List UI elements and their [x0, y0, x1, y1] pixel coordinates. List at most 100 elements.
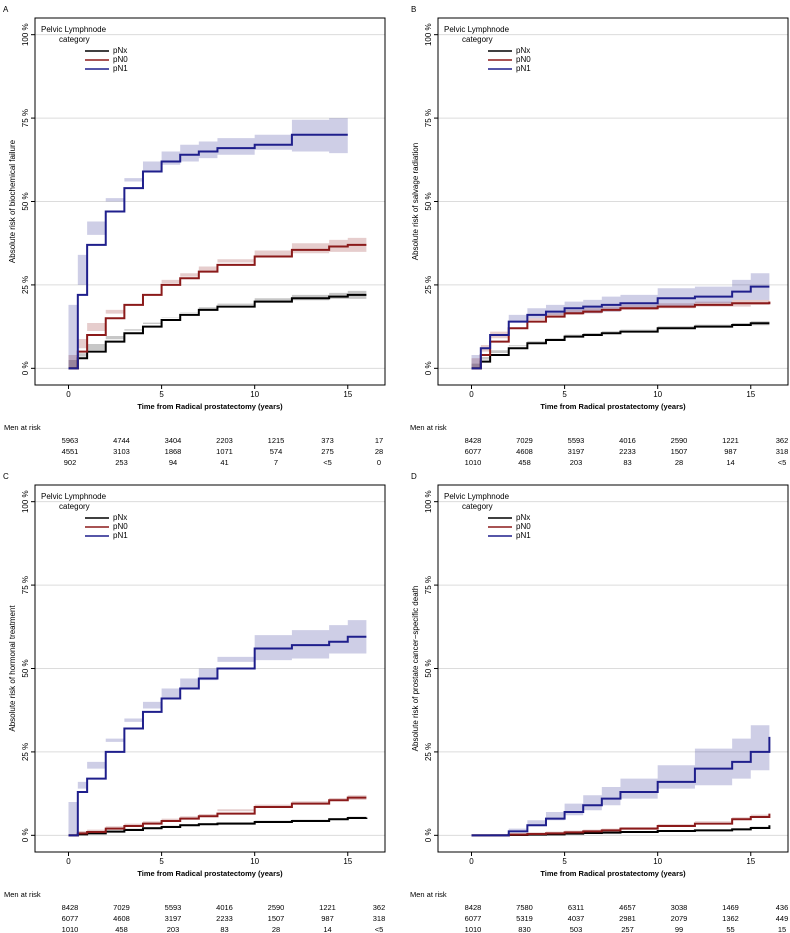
plot-frame — [437, 17, 789, 386]
risk-count: 1221 — [722, 436, 739, 445]
legend-title: category — [462, 502, 493, 511]
y-tick-label: 50 % — [21, 192, 30, 210]
line — [68, 243, 367, 370]
risk-count: 503 — [570, 925, 583, 933]
legend-label: pN0 — [516, 522, 531, 531]
risk-count: 7029 — [113, 903, 130, 912]
risk-count: 362 — [776, 436, 789, 445]
risk-count: 4608 — [516, 447, 533, 456]
line — [471, 736, 771, 837]
risk-count: 1215 — [268, 436, 285, 445]
legend-title: category — [59, 35, 90, 44]
risk-count: 4037 — [568, 914, 585, 923]
y-tick-label: 0 % — [424, 828, 433, 842]
risk-count: 987 — [321, 914, 334, 923]
risk-count: 458 — [518, 458, 531, 467]
risk-table-title: Men at risk — [410, 423, 447, 432]
risk-count: 6077 — [62, 914, 79, 923]
y-axis-label: Absolute risk of prostate cancer−specifi… — [411, 586, 420, 752]
x-tick-label: 5 — [159, 857, 164, 866]
risk-count: 5963 — [62, 436, 79, 445]
legend-label: pN1 — [113, 531, 128, 540]
risk-count: 318 — [373, 914, 386, 923]
risk-count: 4551 — [62, 447, 79, 456]
risk-count: 3197 — [165, 914, 182, 923]
risk-count: 28 — [272, 925, 280, 933]
risk-count: 458 — [115, 925, 128, 933]
legend-label: pN0 — [516, 55, 531, 64]
line — [68, 635, 367, 837]
risk-count: 8428 — [465, 903, 482, 912]
x-tick-label: 5 — [159, 390, 164, 399]
panel: C 0 % 25 % 50 % 75 % 100 % 0 5 10 15 Absolute risk… — [3, 472, 386, 933]
y-tick-label: 100 % — [21, 23, 30, 46]
x-tick-label: 0 — [469, 390, 474, 399]
legend-title: category — [59, 502, 90, 511]
risk-count: <5 — [778, 458, 787, 467]
risk-count: 94 — [169, 458, 177, 467]
risk-count: 1010 — [465, 458, 482, 467]
risk-count: 2981 — [619, 914, 636, 923]
x-axis-label: Time from Radical prostatectomy (years) — [137, 402, 283, 411]
risk-table-title: Men at risk — [4, 423, 41, 432]
legend-label: pN0 — [113, 55, 128, 64]
risk-count: 3038 — [671, 903, 688, 912]
risk-count: 2203 — [216, 436, 233, 445]
risk-count: 4744 — [113, 436, 130, 445]
plot-frame — [34, 484, 386, 853]
line — [471, 301, 771, 370]
x-axis-label: Time from Radical prostatectomy (years) — [540, 402, 686, 411]
line — [68, 816, 368, 837]
risk-count: <5 — [375, 925, 384, 933]
risk-count: 318 — [776, 447, 789, 456]
x-tick-label: 10 — [653, 857, 662, 866]
x-axis-label: Time from Radical prostatectomy (years) — [137, 869, 283, 878]
risk-count: 3197 — [568, 447, 585, 456]
risk-count: 574 — [270, 447, 283, 456]
risk-count: 830 — [518, 925, 531, 933]
risk-count: 203 — [167, 925, 180, 933]
risk-count: 15 — [778, 925, 786, 933]
risk-count: 6077 — [465, 914, 482, 923]
risk-count: 0 — [377, 458, 381, 467]
risk-count: 5319 — [516, 914, 533, 923]
y-tick-label: 75 % — [21, 576, 30, 594]
confidence-band — [68, 237, 367, 369]
panel-label: A — [3, 5, 9, 14]
risk-count: 2233 — [619, 447, 636, 456]
line — [68, 796, 367, 837]
y-tick-label: 25 % — [424, 276, 433, 294]
risk-count: 449 — [776, 914, 789, 923]
y-tick-label: 100 % — [424, 23, 433, 46]
y-tick-label: 25 % — [21, 276, 30, 294]
risk-count: 1071 — [216, 447, 233, 456]
y-axis-label: Absolute risk of salvage radiation — [411, 143, 420, 260]
risk-count: 1010 — [465, 925, 482, 933]
y-tick-label: 50 % — [21, 659, 30, 677]
risk-count: 4608 — [113, 914, 130, 923]
risk-count: 83 — [220, 925, 228, 933]
legend-title: Pelvic Lymphnode — [444, 492, 510, 501]
risk-count: 362 — [373, 903, 386, 912]
legend-label: pN1 — [516, 531, 531, 540]
y-tick-label: 0 % — [424, 361, 433, 375]
panel: B 0 % 25 % 50 % 75 % 100 % 0 5 10 15 Absolute risk… — [410, 5, 789, 467]
risk-count: 1362 — [722, 914, 739, 923]
y-tick-label: 100 % — [424, 490, 433, 513]
risk-count: 4016 — [216, 903, 233, 912]
legend-label: pNx — [516, 513, 530, 522]
risk-count: 28 — [675, 458, 683, 467]
risk-count: 1507 — [268, 914, 285, 923]
risk-count: 41 — [220, 458, 228, 467]
risk-count: 4657 — [619, 903, 636, 912]
y-tick-label: 50 % — [424, 659, 433, 677]
risk-count: 987 — [724, 447, 737, 456]
legend-title: Pelvic Lymphnode — [41, 25, 107, 34]
y-tick-label: 75 % — [424, 576, 433, 594]
y-tick-label: 25 % — [424, 743, 433, 761]
risk-count: 14 — [726, 458, 734, 467]
line — [471, 285, 770, 370]
risk-table-title: Men at risk — [4, 890, 41, 899]
risk-count: 1221 — [319, 903, 336, 912]
